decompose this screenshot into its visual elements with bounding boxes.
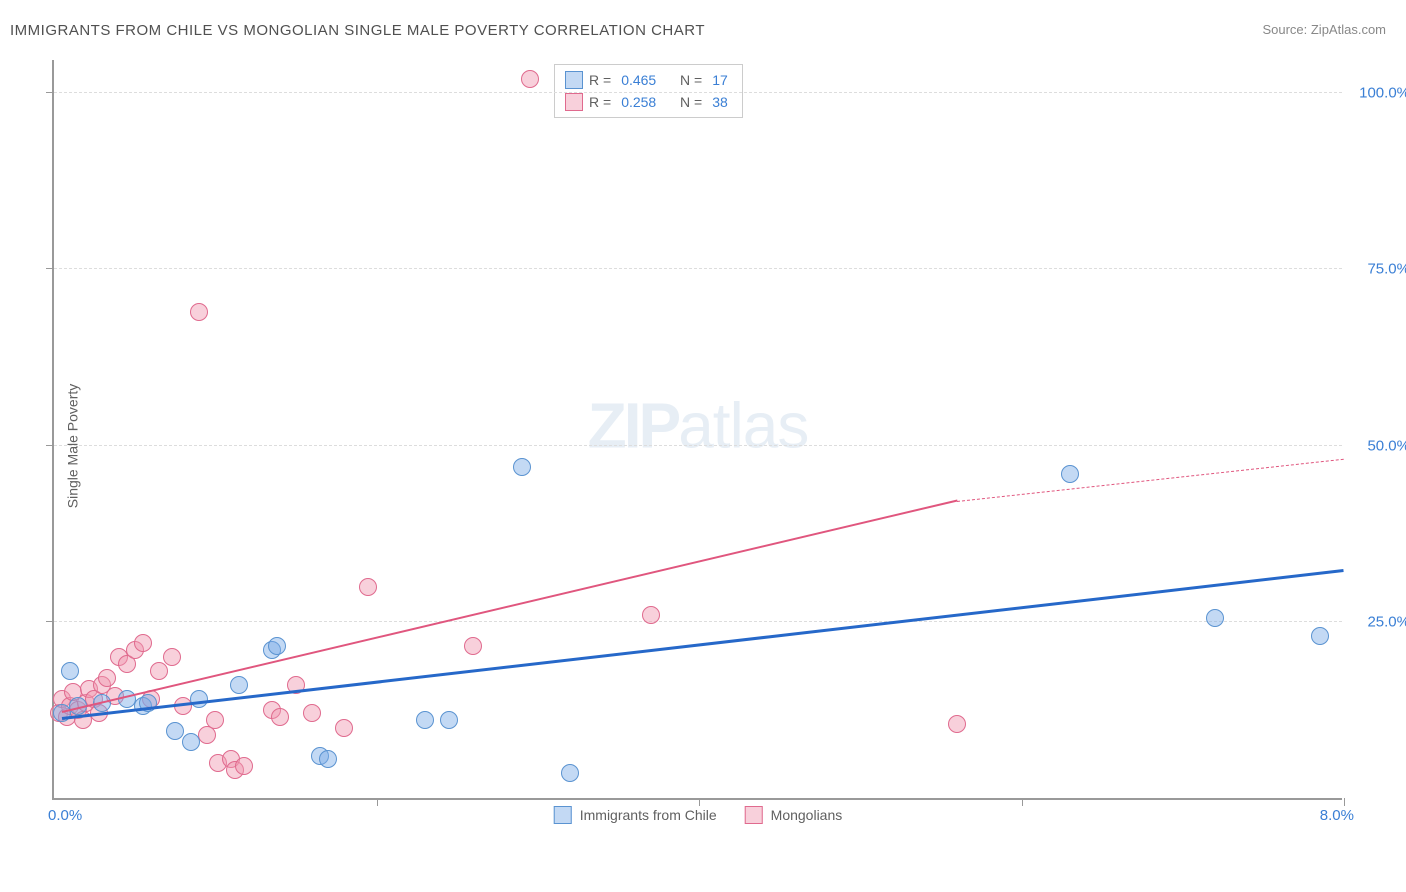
swatch-chile bbox=[565, 71, 583, 89]
legend-item-mongolians: Mongolians bbox=[745, 806, 843, 824]
trendline bbox=[62, 569, 1344, 720]
data-point-mongolians bbox=[134, 634, 152, 652]
data-point-mongolians bbox=[948, 715, 966, 733]
plot-area: ZIPatlas R = 0.465 N = 17 R = 0.258 N = … bbox=[52, 60, 1342, 800]
data-point-chile bbox=[319, 750, 337, 768]
y-tick-label: 25.0% bbox=[1367, 613, 1406, 630]
y-tick-label: 50.0% bbox=[1367, 437, 1406, 454]
swatch-chile bbox=[554, 806, 572, 824]
data-point-mongolians bbox=[271, 708, 289, 726]
x-tick bbox=[1344, 798, 1345, 806]
data-point-mongolians bbox=[642, 606, 660, 624]
data-point-mongolians bbox=[190, 303, 208, 321]
data-point-mongolians bbox=[464, 637, 482, 655]
data-point-chile bbox=[1311, 627, 1329, 645]
gridline bbox=[54, 92, 1342, 93]
legend-item-chile: Immigrants from Chile bbox=[554, 806, 717, 824]
data-point-chile bbox=[1061, 465, 1079, 483]
data-point-mongolians bbox=[521, 70, 539, 88]
data-point-mongolians bbox=[235, 757, 253, 775]
y-tick-label: 100.0% bbox=[1359, 85, 1406, 102]
x-axis-min-label: 0.0% bbox=[48, 807, 82, 824]
data-point-chile bbox=[230, 676, 248, 694]
data-point-mongolians bbox=[335, 719, 353, 737]
x-tick bbox=[377, 798, 378, 806]
watermark: ZIPatlas bbox=[588, 388, 809, 462]
data-point-chile bbox=[513, 458, 531, 476]
trendline bbox=[62, 500, 957, 713]
data-point-chile bbox=[166, 722, 184, 740]
chart-container: IMMIGRANTS FROM CHILE VS MONGOLIAN SINGL… bbox=[0, 0, 1406, 892]
data-point-chile bbox=[182, 733, 200, 751]
data-point-mongolians bbox=[98, 669, 116, 687]
data-point-chile bbox=[416, 711, 434, 729]
legend-row-chile: R = 0.465 N = 17 bbox=[565, 69, 732, 91]
x-tick bbox=[699, 798, 700, 806]
data-point-mongolians bbox=[163, 648, 181, 666]
trendline bbox=[957, 459, 1344, 502]
source-attribution: Source: ZipAtlas.com bbox=[1262, 22, 1386, 37]
swatch-mongolians bbox=[565, 93, 583, 111]
y-tick bbox=[46, 92, 54, 93]
y-tick bbox=[46, 268, 54, 269]
data-point-mongolians bbox=[206, 711, 224, 729]
x-axis-max-label: 8.0% bbox=[1320, 807, 1354, 824]
y-tick bbox=[46, 445, 54, 446]
chart-title: IMMIGRANTS FROM CHILE VS MONGOLIAN SINGL… bbox=[10, 22, 705, 39]
series-legend: Immigrants from Chile Mongolians bbox=[554, 806, 843, 824]
data-point-mongolians bbox=[359, 578, 377, 596]
y-tick bbox=[46, 621, 54, 622]
gridline bbox=[54, 621, 1342, 622]
data-point-mongolians bbox=[303, 704, 321, 722]
correlation-legend: R = 0.465 N = 17 R = 0.258 N = 38 bbox=[554, 64, 743, 118]
gridline bbox=[54, 445, 1342, 446]
legend-row-mongolians: R = 0.258 N = 38 bbox=[565, 91, 732, 113]
gridline bbox=[54, 268, 1342, 269]
x-tick bbox=[1022, 798, 1023, 806]
data-point-chile bbox=[440, 711, 458, 729]
y-tick-label: 75.0% bbox=[1367, 261, 1406, 278]
data-point-chile bbox=[1206, 609, 1224, 627]
data-point-chile bbox=[61, 662, 79, 680]
data-point-chile bbox=[561, 764, 579, 782]
data-point-mongolians bbox=[150, 662, 168, 680]
data-point-chile bbox=[268, 637, 286, 655]
swatch-mongolians bbox=[745, 806, 763, 824]
